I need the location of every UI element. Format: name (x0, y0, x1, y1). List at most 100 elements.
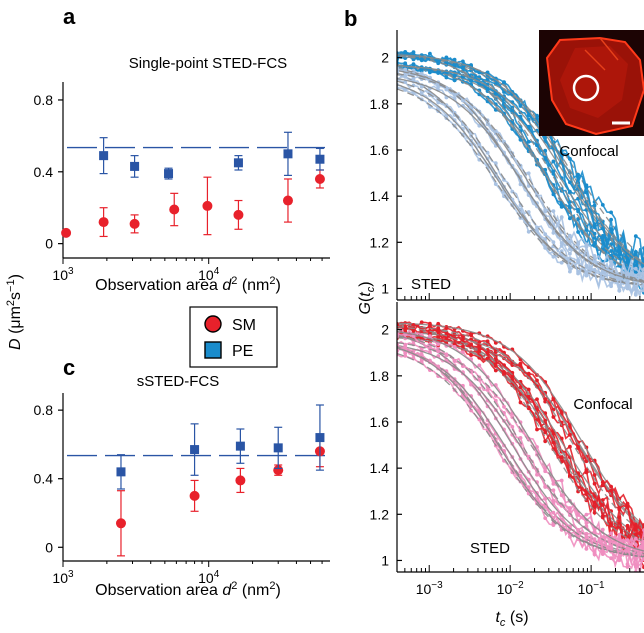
curve-Confocal-5-dot-19 (551, 415, 556, 419)
curve-STED-7-dot-21 (568, 239, 572, 244)
curve-Confocal-8-dot-9 (469, 353, 473, 357)
curve-STED-3-dot-21 (568, 269, 572, 274)
curve-Confocal-6-dot-15 (518, 137, 523, 142)
curve-STED-8-dot-29 (633, 266, 638, 271)
curve-Confocal-6-dot-22 (576, 230, 580, 234)
curve-STED-8-dot-23 (584, 512, 589, 517)
a-PE-point-0 (99, 151, 109, 161)
curve-STED-7-dot-23 (584, 521, 589, 525)
curve-Confocal-10-dot-2 (411, 50, 416, 55)
curve-Confocal-7-dot-23 (584, 228, 589, 232)
curve-STED-8-dot-20 (559, 478, 564, 483)
curve-STED-2-dot-19 (551, 498, 556, 503)
b-xtick-label-0: 10−3 (416, 580, 443, 597)
curve-Confocal-7-dot-19 (551, 169, 556, 174)
curve-STED-7-dot-18 (543, 484, 548, 489)
curve-Confocal-7-dot-14 (510, 109, 515, 113)
curve-Confocal-9-dot-21 (568, 474, 572, 479)
curve-STED-2-dot-28 (625, 538, 630, 543)
curve-Confocal-9-dot-21 (568, 157, 572, 161)
curve-STED-8-dot-4 (428, 334, 432, 338)
curve-STED-5-dot-23 (584, 270, 589, 274)
curve-STED-8-dot-15 (518, 182, 523, 187)
curve-Confocal-9-dot-23 (584, 491, 589, 495)
curve-Confocal-7-dot-24 (592, 242, 597, 247)
curve-Confocal-10-dot-15 (518, 103, 523, 107)
curve-Confocal-5-dot-24 (592, 481, 597, 486)
curve-Confocal-10-dot-5 (436, 58, 441, 63)
legend-sm-marker (204, 315, 222, 333)
curve-STED-2 (397, 346, 644, 562)
curve-STED-6-dot-23 (584, 535, 589, 540)
a-SM-point-7 (314, 173, 325, 184)
curve-Confocal-6-dot-1 (403, 61, 408, 66)
fit-STED-8 (397, 77, 644, 283)
curve-STED-7-dot-18 (543, 208, 548, 212)
curve-Confocal-6-dot-21 (568, 444, 572, 449)
curve-Confocal-9-dot-29 (633, 522, 638, 527)
curve-STED-4-dot-18 (543, 244, 548, 249)
a-SM-point-0 (61, 227, 72, 238)
chart-b-top-sted-label: STED (411, 276, 451, 293)
curve-Confocal-10-dot-4 (428, 51, 432, 56)
curve-Confocal-10-dot-11 (485, 70, 490, 75)
curve-STED-8-dot-10 (477, 363, 482, 368)
curve-STED-8-dot-1 (403, 74, 408, 79)
c-PE-point-3 (273, 443, 283, 453)
curve-Confocal-9-dot-15 (518, 400, 523, 405)
curve-Confocal-6-dot-21 (568, 216, 572, 221)
curve-STED-5-dot-1 (403, 80, 408, 85)
curve-STED-7-dot-11 (485, 388, 490, 392)
curve-Confocal-8-dot-7 (452, 74, 457, 78)
c-SM-point-0 (115, 518, 126, 529)
curve-STED-3-dot-20 (559, 260, 564, 265)
curve-STED-6-dot-18 (543, 505, 548, 509)
curve-STED-8-dot-19 (551, 231, 556, 235)
curve-Confocal-5-dot-28 (625, 504, 630, 509)
curve-Confocal-5-dot-21 (568, 432, 572, 437)
curve-Confocal-4-dot-17 (535, 378, 539, 383)
curve-STED-7-dot-7 (452, 358, 457, 363)
curve-Confocal-10-dot-1 (403, 50, 408, 54)
curve-Confocal-10-dot-7 (452, 57, 457, 62)
panel-label-c: c (63, 355, 75, 380)
curve-STED-4-dot-1 (403, 346, 408, 351)
b-1-ytick-label-1: 1.2 (370, 506, 390, 522)
a-SM-point-6 (282, 195, 293, 206)
b-0-ytick-label-2: 1.4 (370, 188, 390, 204)
curve-Confocal-5-dot-9 (469, 333, 473, 338)
curve-STED-4-dot-22 (576, 259, 580, 264)
curve-Confocal-5-dot-26 (609, 488, 613, 493)
a-SM-point-3 (169, 204, 180, 215)
curve-STED-8-dot-21 (568, 233, 572, 238)
curve-Confocal-8-dot-21 (568, 189, 572, 194)
a-xtick-label-1: 104 (198, 266, 220, 283)
curve-Confocal-5-dot-2 (411, 323, 416, 327)
chart-b-top-curves (397, 50, 644, 299)
curve-STED-8-dot-24 (592, 254, 597, 258)
curve-Confocal-6-dot-24 (592, 231, 597, 236)
curve-Confocal-9-dot-5 (436, 61, 441, 66)
curve-Confocal-9-dot-9 (469, 342, 473, 347)
curve-STED-8-dot-27 (617, 288, 622, 293)
curve-Confocal-5-dot-22 (576, 445, 580, 449)
curve-Confocal-8-dot-18 (543, 135, 548, 140)
curve-STED-5-dot-18 (543, 516, 548, 520)
curve-STED-8-dot-18 (543, 466, 548, 471)
a-xtick-label-0: 103 (52, 266, 74, 283)
curve-STED-7-dot-7 (452, 93, 457, 97)
c-PE-point-2 (235, 441, 245, 451)
curve-Confocal-4-dot-26 (609, 484, 613, 489)
curve-Confocal-7-dot-18 (543, 430, 548, 435)
c-PE-point-0 (116, 467, 126, 477)
a-SM-point-2 (129, 218, 140, 229)
curve-STED-8-dot-24 (592, 530, 597, 534)
chart-b-xlabel: tc (s) (495, 609, 528, 629)
curve-Confocal-6-dot-5 (436, 335, 441, 340)
curve-Confocal-7-dot-15 (518, 385, 523, 390)
curve-Confocal-8-dot-29 (633, 250, 638, 254)
curve-STED-1-dot-20 (559, 493, 564, 498)
curve-STED-5-dot-10 (477, 142, 482, 147)
curve-Confocal-9-dot-26 (609, 217, 613, 222)
